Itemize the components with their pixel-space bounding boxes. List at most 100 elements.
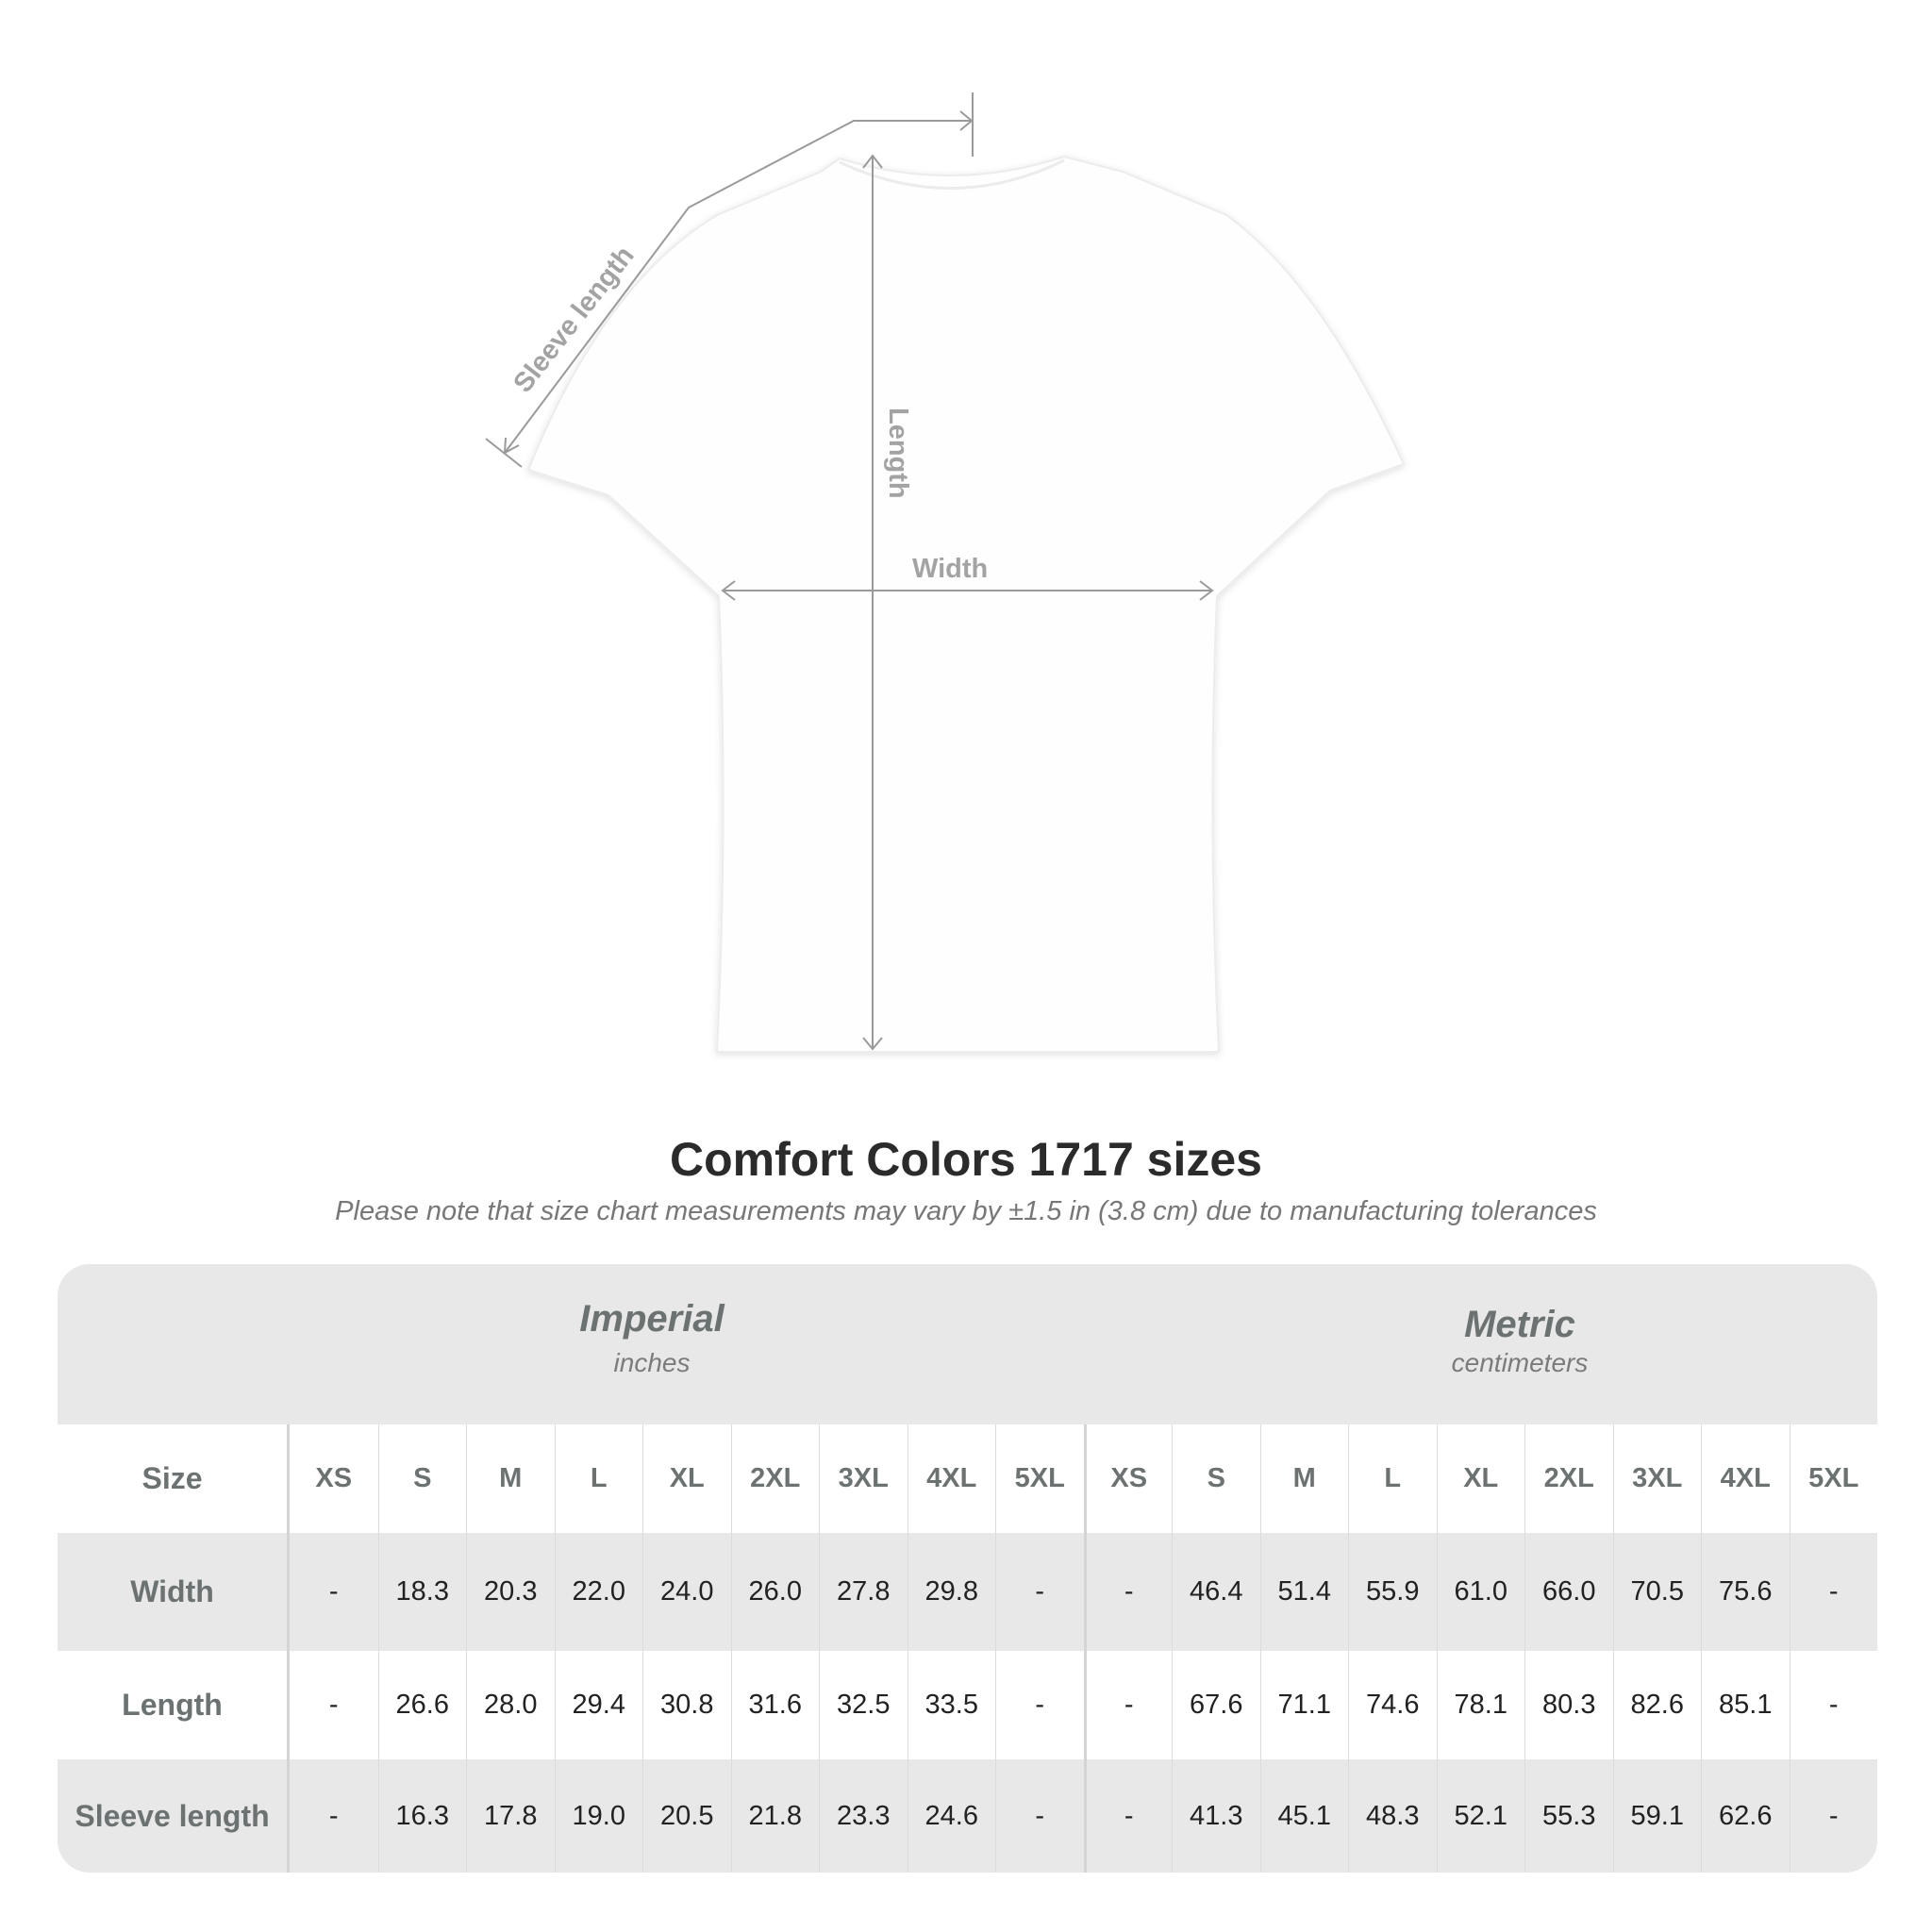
metric-header: Metric centimeters <box>1190 1304 1850 1378</box>
table-cell-imperial: 32.5 <box>819 1651 908 1759</box>
table-cell-metric: - <box>1789 1651 1878 1759</box>
table-cell-imperial: 26.0 <box>730 1533 820 1651</box>
measure-lines <box>485 92 1214 1051</box>
imperial-title: Imperial <box>579 1298 724 1340</box>
table-cell-metric: 41.3 <box>1172 1759 1260 1873</box>
size-header-imperial: L <box>554 1424 643 1533</box>
table-cell-imperial: 29.8 <box>907 1533 996 1651</box>
size-header-row: Size XS S M L XL 2XL 3XL 4XL 5XL XS S M L XL 2XL 3XL 4XL 5… <box>58 1424 1877 1533</box>
table-header-band: Imperial inches Metric centimeters <box>58 1264 1877 1424</box>
sleeve-line <box>504 120 972 454</box>
size-header-imperial: XL <box>642 1424 731 1533</box>
table-cell-metric: - <box>1789 1533 1878 1651</box>
table-row: Sleeve length - 16.3 17.8 19.0 20.5 21.8 23.3 24… <box>58 1759 1877 1873</box>
size-header-imperial: XS <box>315 1463 353 1493</box>
table-cell-imperial: - <box>995 1533 1084 1651</box>
collar <box>839 158 1065 190</box>
size-header-metric: XS <box>1083 1424 1173 1533</box>
size-chart-title: Comfort Colors 1717 sizes <box>670 1133 1262 1186</box>
table-cell-imperial: 21.8 <box>730 1759 820 1873</box>
table-cell-imperial: 31.6 <box>730 1651 820 1759</box>
table-cell-metric: 66.0 <box>1524 1533 1613 1651</box>
table-row: Width -18.3 20.3 22.0 24.0 26.0 27.8 29.8- -46.4… <box>58 1533 1877 1651</box>
imperial-header: Imperial inches <box>322 1298 982 1378</box>
table-cell-metric: 51.4 <box>1259 1533 1349 1651</box>
table-cell-metric: - <box>1083 1651 1173 1759</box>
table-cell-metric: 46.4 <box>1172 1533 1260 1651</box>
size-header-imperial: S <box>377 1424 467 1533</box>
row-label: Sleeve length <box>58 1759 290 1873</box>
table-cell-metric: 78.1 <box>1436 1651 1525 1759</box>
table-cell-imperial: 19.0 <box>554 1759 643 1873</box>
table-cell-metric: 52.1 <box>1436 1759 1525 1873</box>
table-cell-metric: 59.1 <box>1612 1759 1702 1873</box>
table-cell-metric: 80.3 <box>1524 1651 1613 1759</box>
table-cell-metric: 55.3 <box>1524 1759 1613 1873</box>
table-cell-metric: 85.1 <box>1701 1651 1790 1759</box>
table-cell-imperial: - <box>995 1759 1084 1873</box>
table-cell-imperial: 20.3 <box>466 1533 555 1651</box>
table-cell-imperial: 27.8 <box>819 1533 908 1651</box>
table-cell-imperial: - <box>328 1800 339 1831</box>
metric-title: Metric <box>1464 1304 1575 1345</box>
size-header-imperial: 2XL <box>730 1424 820 1533</box>
table-cell-metric: 61.0 <box>1436 1533 1525 1651</box>
table-cell-metric: 62.6 <box>1701 1759 1790 1873</box>
table-cell-imperial: 26.6 <box>377 1651 467 1759</box>
size-header-metric: 5XL <box>1789 1424 1878 1533</box>
table-cell-imperial: 30.8 <box>642 1651 731 1759</box>
metric-unit: centimeters <box>1451 1348 1589 1377</box>
table-cell-imperial: 20.5 <box>642 1759 731 1873</box>
size-header-imperial: 4XL <box>907 1424 996 1533</box>
table-cell-imperial: 29.4 <box>554 1651 643 1759</box>
table-cell-imperial: 24.6 <box>907 1759 996 1873</box>
table-cell-imperial: 22.0 <box>554 1533 643 1651</box>
size-header-imperial: M <box>466 1424 555 1533</box>
table-cell-metric: - <box>1083 1533 1173 1651</box>
table-cell-imperial: 23.3 <box>819 1759 908 1873</box>
size-table: Imperial inches Metric centimeters Size X… <box>58 1264 1877 1873</box>
table-cell-imperial: 33.5 <box>907 1651 996 1759</box>
size-chart-note: Please note that size chart measurements… <box>335 1196 1597 1226</box>
table-cell-imperial: - <box>328 1690 339 1720</box>
size-header-metric: S <box>1172 1424 1260 1533</box>
tshirt-shape <box>526 155 1406 1053</box>
length-label: Length <box>883 408 913 499</box>
row-label: Length <box>58 1651 290 1759</box>
size-header-metric: L <box>1348 1424 1437 1533</box>
table-cell-metric: 71.1 <box>1259 1651 1349 1759</box>
table-row: Length -26.6 28.0 29.4 30.8 31.6 32.5 33.5- -67.… <box>58 1651 1877 1759</box>
size-header-metric: 4XL <box>1701 1424 1790 1533</box>
size-header-metric: 2XL <box>1524 1424 1613 1533</box>
size-header-metric: XL <box>1436 1424 1525 1533</box>
tshirt-diagram: Sleeve length Length Width <box>485 92 1406 1053</box>
table-cell-metric: 74.6 <box>1348 1651 1437 1759</box>
length-arrowheads <box>862 154 883 1051</box>
table-cell-imperial: 24.0 <box>642 1533 731 1651</box>
table-cell-metric: 75.6 <box>1701 1533 1790 1651</box>
table-cell-metric: - <box>1789 1759 1878 1873</box>
table-cell-imperial: 28.0 <box>466 1651 555 1759</box>
table-cell-metric: 82.6 <box>1612 1651 1702 1759</box>
sleeve-tick-start <box>485 438 523 468</box>
table-cell-metric: 48.3 <box>1348 1759 1437 1873</box>
table-cell-imperial: 17.8 <box>466 1759 555 1873</box>
table-cell-metric: - <box>1083 1759 1173 1873</box>
table-cell-imperial: - <box>995 1651 1084 1759</box>
row-label: Width <box>58 1533 290 1651</box>
width-arrowheads <box>721 580 1214 601</box>
size-header-metric: 3XL <box>1612 1424 1702 1533</box>
table-cell-metric: 67.6 <box>1172 1651 1260 1759</box>
table-cell-imperial: 16.3 <box>377 1759 467 1873</box>
width-label: Width <box>912 554 988 584</box>
size-header-imperial: 5XL <box>995 1424 1084 1533</box>
size-header-metric: M <box>1259 1424 1349 1533</box>
table-cell-imperial: 18.3 <box>377 1533 467 1651</box>
table-cell-metric: 45.1 <box>1259 1759 1349 1873</box>
table-cell-metric: 55.9 <box>1348 1533 1437 1651</box>
size-column-label: Size <box>58 1424 290 1533</box>
imperial-unit: inches <box>613 1348 691 1377</box>
size-header-imperial: 3XL <box>819 1424 908 1533</box>
table-cell-imperial: - <box>328 1576 339 1607</box>
table-cell-metric: 70.5 <box>1612 1533 1702 1651</box>
